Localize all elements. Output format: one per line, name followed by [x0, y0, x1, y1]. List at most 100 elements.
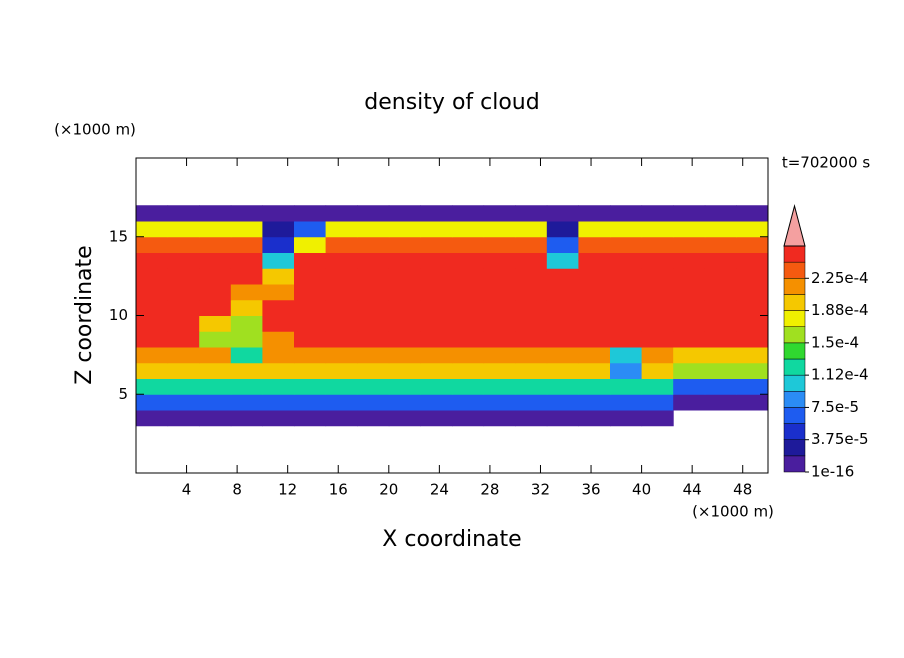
cell: [262, 252, 295, 269]
cell: [262, 205, 295, 222]
cell: [452, 252, 485, 269]
x-tick-label: 4: [182, 481, 192, 499]
cell: [325, 299, 358, 316]
cell: [262, 394, 295, 411]
cell: [736, 205, 769, 222]
colorbar-band: [783, 455, 806, 473]
cell: [420, 252, 453, 269]
cell: [704, 205, 737, 222]
y-unit: (×1000 m): [54, 121, 136, 139]
colorbar-label: 7.5e-5: [811, 398, 859, 416]
cell: [420, 236, 453, 253]
cell: [420, 284, 453, 301]
cell: [294, 331, 327, 348]
cell: [610, 394, 643, 411]
cell: [641, 252, 674, 269]
cell: [199, 362, 232, 379]
cell: [641, 410, 674, 427]
cell: [199, 299, 232, 316]
x-tick-label: 40: [632, 481, 651, 499]
cell: [262, 410, 295, 427]
cell: [294, 362, 327, 379]
cell: [199, 236, 232, 253]
chart-title: density of cloud: [364, 90, 539, 115]
colorbar-band: [783, 374, 806, 392]
cell: [325, 347, 358, 364]
cell: [325, 362, 358, 379]
cell: [452, 315, 485, 332]
cell: [515, 268, 548, 285]
cell: [199, 315, 232, 332]
cell: [262, 378, 295, 395]
cell: [167, 331, 200, 348]
cell: [578, 347, 611, 364]
cell: [736, 362, 769, 379]
x-tick-label: 36: [581, 481, 600, 499]
cell: [325, 378, 358, 395]
cell: [483, 378, 516, 395]
cell: [578, 394, 611, 411]
cell: [578, 284, 611, 301]
cell: [388, 299, 421, 316]
cell: [483, 299, 516, 316]
cell: [420, 315, 453, 332]
cell: [483, 236, 516, 253]
cell: [610, 205, 643, 222]
cell: [673, 205, 706, 222]
cell: [452, 378, 485, 395]
cell: [452, 299, 485, 316]
cell: [294, 378, 327, 395]
cell: [294, 205, 327, 222]
cell: [167, 221, 200, 238]
cell: [483, 205, 516, 222]
cell: [641, 221, 674, 238]
cell: [294, 221, 327, 238]
cell: [515, 236, 548, 253]
cell: [199, 347, 232, 364]
cell: [294, 299, 327, 316]
cell: [420, 205, 453, 222]
cell: [483, 221, 516, 238]
x-tick-label: 8: [232, 481, 242, 499]
cell: [199, 268, 232, 285]
cell: [452, 394, 485, 411]
cell: [136, 394, 169, 411]
cell: [388, 284, 421, 301]
cell: [641, 378, 674, 395]
cell: [546, 394, 579, 411]
cell: [452, 284, 485, 301]
time-label: t=702000 s: [782, 154, 870, 172]
cell: [262, 299, 295, 316]
cell: [199, 221, 232, 238]
cell: [736, 378, 769, 395]
cell: [673, 378, 706, 395]
cell: [262, 268, 295, 285]
cell: [136, 221, 169, 238]
cell: [736, 315, 769, 332]
cell: [641, 331, 674, 348]
cell: [294, 252, 327, 269]
cell: [483, 315, 516, 332]
y-tick-label: 15: [109, 227, 128, 245]
cell: [483, 347, 516, 364]
x-tick-label: 48: [733, 481, 752, 499]
cell: [578, 299, 611, 316]
cell: [230, 315, 263, 332]
cell: [610, 268, 643, 285]
cell: [610, 347, 643, 364]
cell: [136, 236, 169, 253]
cell: [357, 347, 390, 364]
cell: [230, 268, 263, 285]
cell: [136, 284, 169, 301]
cell: [167, 284, 200, 301]
cell: [325, 284, 358, 301]
cell: [578, 252, 611, 269]
cell: [388, 221, 421, 238]
cell: [420, 221, 453, 238]
cell: [610, 331, 643, 348]
cell: [452, 236, 485, 253]
cell: [136, 362, 169, 379]
colorbar-band: [783, 245, 806, 263]
cell: [704, 236, 737, 253]
cell: [262, 221, 295, 238]
